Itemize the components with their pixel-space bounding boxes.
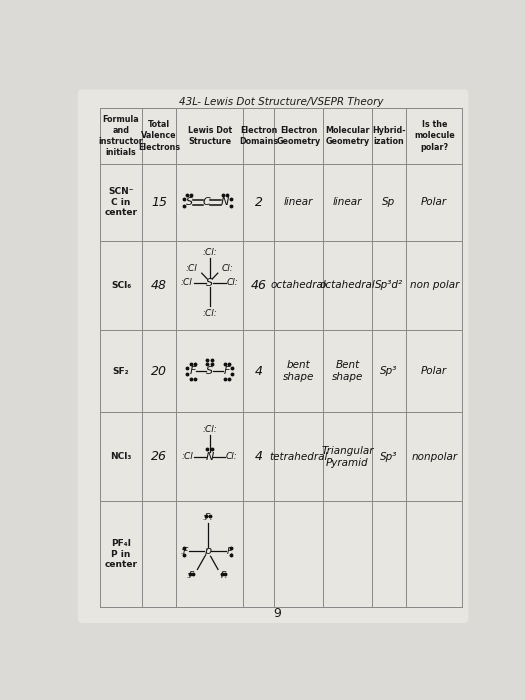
Text: :F:: :F:: [202, 512, 213, 522]
Text: Lewis Dot
Structure: Lewis Dot Structure: [188, 126, 232, 146]
Text: :Cl:: :Cl:: [202, 248, 217, 257]
Text: F: F: [190, 366, 196, 376]
Text: tetrahedral: tetrahedral: [269, 452, 328, 462]
Text: S: S: [206, 278, 213, 288]
Text: Polar: Polar: [421, 197, 447, 207]
Text: :F: :F: [186, 571, 195, 580]
Text: C: C: [203, 197, 211, 207]
Text: :Cl: :Cl: [186, 265, 198, 273]
Text: :Cl:: :Cl:: [202, 425, 217, 434]
Text: Cl:: Cl:: [226, 452, 238, 461]
Text: Bent
shape: Bent shape: [332, 360, 363, 382]
Text: 4: 4: [255, 365, 262, 377]
Text: F:: F:: [227, 547, 235, 556]
Text: 15: 15: [151, 196, 167, 209]
Text: Formula
and
instructor
initials: Formula and instructor initials: [99, 115, 143, 157]
Text: S: S: [206, 366, 213, 376]
FancyBboxPatch shape: [78, 90, 468, 623]
Text: Hybrid-
ization: Hybrid- ization: [372, 126, 406, 146]
Text: Cl:: Cl:: [227, 279, 238, 287]
Text: p: p: [204, 547, 211, 556]
Text: Sp³d²: Sp³d²: [375, 281, 403, 290]
Text: Polar: Polar: [421, 366, 447, 376]
Text: 4: 4: [255, 450, 262, 463]
Text: non polar: non polar: [410, 281, 459, 290]
Text: linear: linear: [333, 197, 362, 207]
Text: octahedral: octahedral: [270, 281, 327, 290]
Text: Electron
Geometry: Electron Geometry: [276, 126, 321, 146]
Text: F:: F:: [221, 571, 228, 580]
Text: N: N: [206, 452, 214, 462]
Text: 9: 9: [274, 607, 281, 620]
Text: 26: 26: [151, 450, 167, 463]
Text: F: F: [224, 366, 230, 376]
Text: Sp³: Sp³: [380, 452, 397, 462]
Text: :Cl:: :Cl:: [202, 309, 217, 318]
Text: PF₄I
P in
center: PF₄I P in center: [104, 539, 138, 569]
Text: 20: 20: [151, 365, 167, 377]
Text: Cl:: Cl:: [222, 265, 234, 273]
Text: S: S: [186, 197, 193, 207]
Text: linear: linear: [284, 197, 313, 207]
Text: Molecular
Geometry: Molecular Geometry: [325, 126, 370, 146]
Text: Electron
Domains: Electron Domains: [239, 126, 278, 146]
Text: Sp³: Sp³: [380, 366, 397, 376]
Text: Total
Valence
Electrons: Total Valence Electrons: [138, 120, 180, 152]
Text: 43L- Lewis Dot Structure/VSEPR Theory: 43L- Lewis Dot Structure/VSEPR Theory: [179, 97, 384, 108]
Text: 48: 48: [151, 279, 167, 292]
Text: :Cl: :Cl: [182, 452, 194, 461]
Text: Triangular
Pyramid: Triangular Pyramid: [321, 445, 374, 468]
Text: NCl₃: NCl₃: [110, 452, 132, 461]
Text: 2: 2: [255, 196, 262, 209]
Text: Sp: Sp: [382, 197, 396, 207]
Text: bent
shape: bent shape: [283, 360, 314, 382]
Text: SCl₆: SCl₆: [111, 281, 131, 290]
Text: octahedral: octahedral: [320, 281, 375, 290]
Text: SF₂: SF₂: [113, 367, 129, 376]
Text: Is the
molecule
polar?: Is the molecule polar?: [414, 120, 455, 152]
Text: N: N: [221, 197, 229, 207]
Text: :F: :F: [181, 547, 188, 556]
Text: 46: 46: [250, 279, 267, 292]
Text: SCN⁻
C in
center: SCN⁻ C in center: [104, 188, 138, 217]
Text: nonpolar: nonpolar: [411, 452, 457, 462]
Text: :Cl: :Cl: [181, 279, 193, 287]
